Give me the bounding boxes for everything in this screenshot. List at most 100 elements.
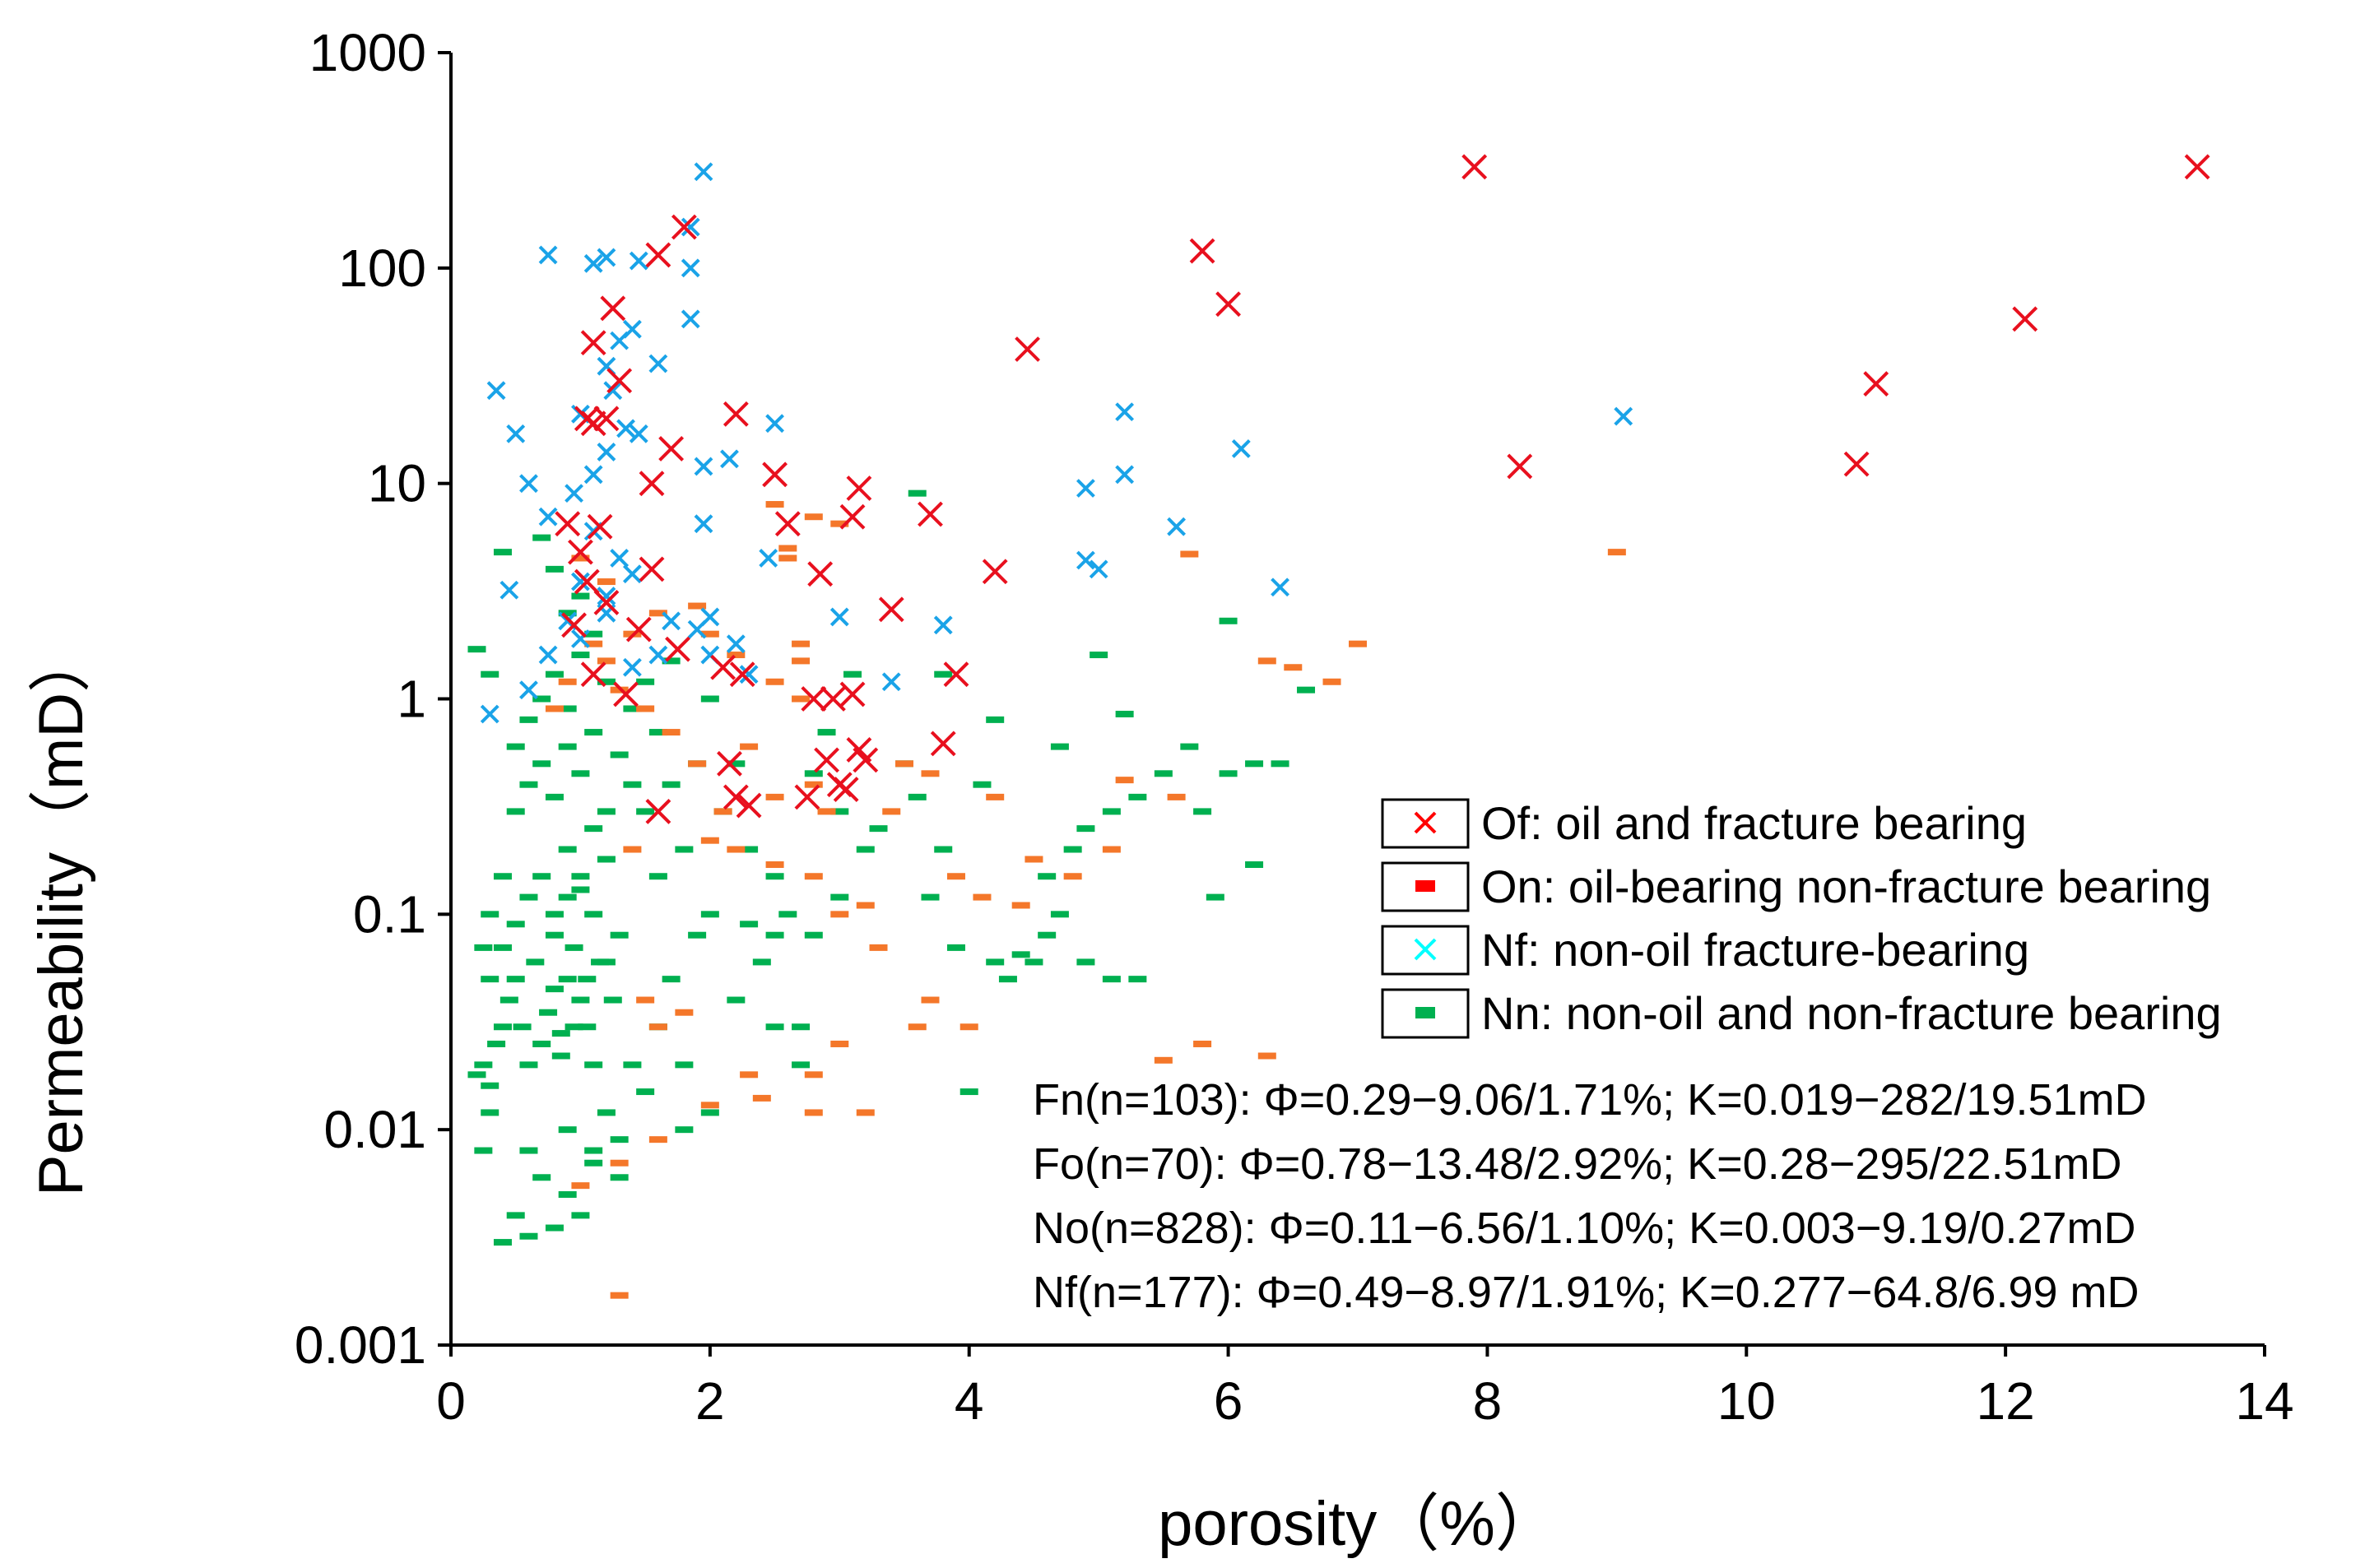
nn-point <box>623 1061 642 1069</box>
of-point-stroke <box>639 556 665 582</box>
of-point <box>774 511 801 537</box>
of-point-stroke <box>1843 451 1870 477</box>
nn-point <box>513 1023 532 1031</box>
nn-point <box>584 825 603 833</box>
nf-point <box>519 474 538 494</box>
nn-point <box>1025 958 1043 966</box>
nf-point-stroke <box>681 309 700 329</box>
legend-x-marker <box>1414 938 1437 961</box>
nf-point-stroke <box>622 657 642 677</box>
nf-point-stroke <box>694 514 713 534</box>
of-point-stroke <box>2184 154 2210 180</box>
nn-point <box>986 716 1005 723</box>
of-point-stroke <box>729 661 755 688</box>
nf-point-stroke <box>571 629 590 648</box>
nf-point <box>1076 550 1095 570</box>
nf-point-stroke <box>1076 479 1095 498</box>
nn-point <box>558 610 577 617</box>
of-point-stroke <box>723 401 749 427</box>
nn-point <box>571 652 590 659</box>
nn-point <box>778 911 797 918</box>
nn-point <box>499 996 518 1004</box>
nf-point <box>881 672 901 692</box>
nn-point <box>545 911 564 918</box>
nn-point <box>1115 710 1134 717</box>
nn-point <box>551 1030 570 1037</box>
legend-square-marker <box>1415 880 1435 892</box>
nn-point <box>584 1159 603 1167</box>
of-point-stroke <box>814 747 839 773</box>
legend-label: On: oil-bearing non-fracture bearing <box>1481 861 2211 912</box>
of-point <box>658 436 685 462</box>
on-point <box>1257 1052 1276 1060</box>
on-point <box>792 695 811 703</box>
nn-point <box>792 1061 811 1069</box>
on-point <box>973 893 992 901</box>
of-point <box>839 681 866 707</box>
on-point <box>740 743 759 750</box>
of-point-stroke <box>736 792 762 819</box>
nn-point <box>519 893 538 901</box>
nn-point <box>830 808 849 815</box>
nf-point-stroke <box>1115 465 1135 485</box>
of-point <box>846 476 872 501</box>
legend-square-marker <box>1415 1007 1435 1018</box>
of-point <box>878 596 904 623</box>
nn-point <box>597 808 616 815</box>
legend-x-marker-stroke <box>1414 938 1437 961</box>
of-point-stroke <box>930 731 956 757</box>
of-point <box>2184 154 2210 180</box>
nf-point-stroke <box>480 704 499 724</box>
nf-point-stroke <box>648 354 668 373</box>
on-point <box>648 1023 667 1031</box>
nf-point <box>610 331 630 350</box>
nn-point <box>506 808 525 815</box>
nn-point <box>792 1023 811 1031</box>
of-point-stroke <box>574 568 600 595</box>
nn-point <box>532 534 551 541</box>
on-point <box>765 861 784 868</box>
nn-point <box>558 1126 577 1134</box>
x-tick-label: 14 <box>2235 1371 2293 1431</box>
nn-point <box>1180 743 1199 750</box>
nf-point-stroke <box>629 424 648 443</box>
nn-point <box>740 846 759 853</box>
nn-point <box>1128 793 1147 800</box>
nf-point <box>700 607 720 627</box>
of-point <box>723 401 749 427</box>
on-point <box>636 705 655 712</box>
legend-label: Of: oil and fracture bearing <box>1481 797 2027 849</box>
on-point <box>895 760 913 768</box>
nf-point <box>1115 402 1135 422</box>
nf-point <box>1271 578 1289 597</box>
x-axis-title: porosity（%） <box>1158 1489 1558 1559</box>
nf-point-stroke <box>1231 439 1251 458</box>
x-tick-label: 2 <box>695 1371 725 1431</box>
on-point <box>623 846 642 853</box>
nf-point <box>829 607 849 627</box>
of-point-stroke <box>593 406 620 432</box>
nn-point <box>532 1040 551 1047</box>
nn-point <box>752 958 771 966</box>
nn-point <box>675 1126 694 1134</box>
nn-point <box>765 931 784 939</box>
nf-point <box>739 665 759 684</box>
legend-x-marker-stroke <box>1414 811 1437 834</box>
nn-point <box>545 670 564 678</box>
stat-annotation: Nf(n=177): Φ=0.49−8.97/1.91%; K=0.277−64… <box>1033 1268 2140 1317</box>
x-tick-label: 8 <box>1473 1371 1503 1431</box>
nn-point <box>584 1147 603 1154</box>
of-point <box>671 214 697 240</box>
on-point <box>1154 1056 1173 1064</box>
y-tick-label: 100 <box>338 239 426 298</box>
nn-point <box>565 1023 583 1031</box>
nf-point-stroke <box>739 665 759 684</box>
x-tick-label: 4 <box>955 1371 984 1431</box>
on-point <box>804 513 823 521</box>
of-point-stroke <box>574 406 600 432</box>
nf-point <box>506 424 526 443</box>
of-point <box>820 686 846 712</box>
on-point <box>869 944 888 951</box>
nf-point <box>538 507 558 527</box>
nn-point <box>481 976 499 983</box>
